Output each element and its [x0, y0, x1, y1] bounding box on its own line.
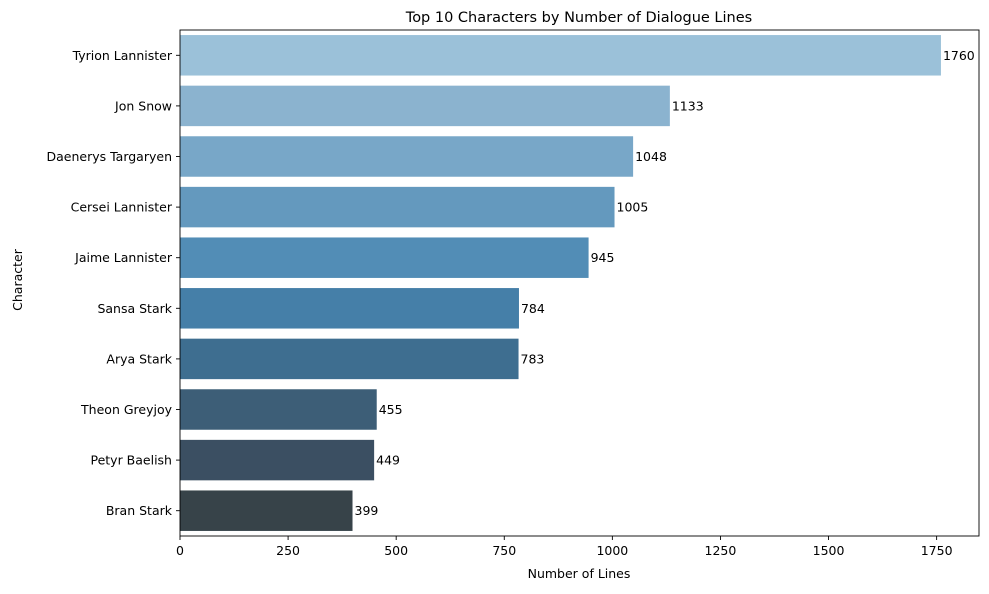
bar-value-label: 1760	[943, 48, 975, 63]
x-tick-label: 1000	[596, 543, 628, 558]
bar	[180, 35, 941, 76]
x-tick-label: 1250	[705, 543, 737, 558]
bar-value-label: 455	[379, 402, 403, 417]
x-tick-label: 1750	[921, 543, 953, 558]
bars-group	[180, 35, 941, 531]
bar-value-label: 784	[521, 301, 545, 316]
x-tick-label: 750	[492, 543, 516, 558]
bar	[180, 85, 670, 127]
y-tick-label: Bran Stark	[106, 503, 173, 518]
x-axis-label: Number of Lines	[528, 566, 631, 581]
plot-frame	[179, 29, 980, 537]
bar	[180, 237, 589, 278]
bar-value-label: 1133	[672, 98, 704, 113]
y-axis-label: Character	[10, 248, 25, 311]
chart-title: Top 10 Characters by Number of Dialogue …	[405, 10, 752, 26]
y-tick-label: Tyrion Lannister	[72, 48, 173, 63]
bar	[180, 288, 519, 329]
y-tick-label: Cersei Lannister	[71, 200, 173, 215]
bar-value-label: 449	[376, 453, 400, 468]
y-tick-label: Theon Greyjoy	[80, 402, 173, 417]
bar-value-label: 399	[355, 503, 379, 518]
bar-value-label: 945	[591, 250, 615, 265]
y-tick-label: Sansa Stark	[97, 301, 172, 316]
y-tick-label: Jon Snow	[114, 98, 172, 113]
y-axis: Tyrion Lannister Jon Snow Daenerys Targary…	[46, 48, 180, 518]
x-axis: 0 250 500 750 1000 1250 1500 1750	[176, 536, 953, 558]
bar	[180, 338, 519, 380]
x-tick-label: 0	[176, 543, 184, 558]
bar	[180, 136, 634, 177]
bar-value-label: 1005	[617, 200, 649, 215]
bar	[180, 439, 375, 481]
bar	[180, 490, 353, 531]
y-tick-label: Arya Stark	[106, 351, 172, 366]
x-tick-label: 1500	[813, 543, 845, 558]
x-tick-label: 250	[276, 543, 300, 558]
plot-border	[179, 29, 980, 537]
y-tick-label: Daenerys Targaryen	[46, 149, 172, 164]
y-tick-label: Petyr Baelish	[90, 453, 172, 468]
bar	[180, 186, 615, 228]
bar	[180, 389, 377, 430]
value-labels-group: 1760 1133 1048 1005 945 784 783 455 449 399	[355, 48, 975, 518]
y-tick-label: Jaime Lannister	[74, 250, 173, 265]
x-tick-label: 500	[384, 543, 408, 558]
bar-value-label: 783	[521, 351, 545, 366]
bar-value-label: 1048	[635, 149, 667, 164]
